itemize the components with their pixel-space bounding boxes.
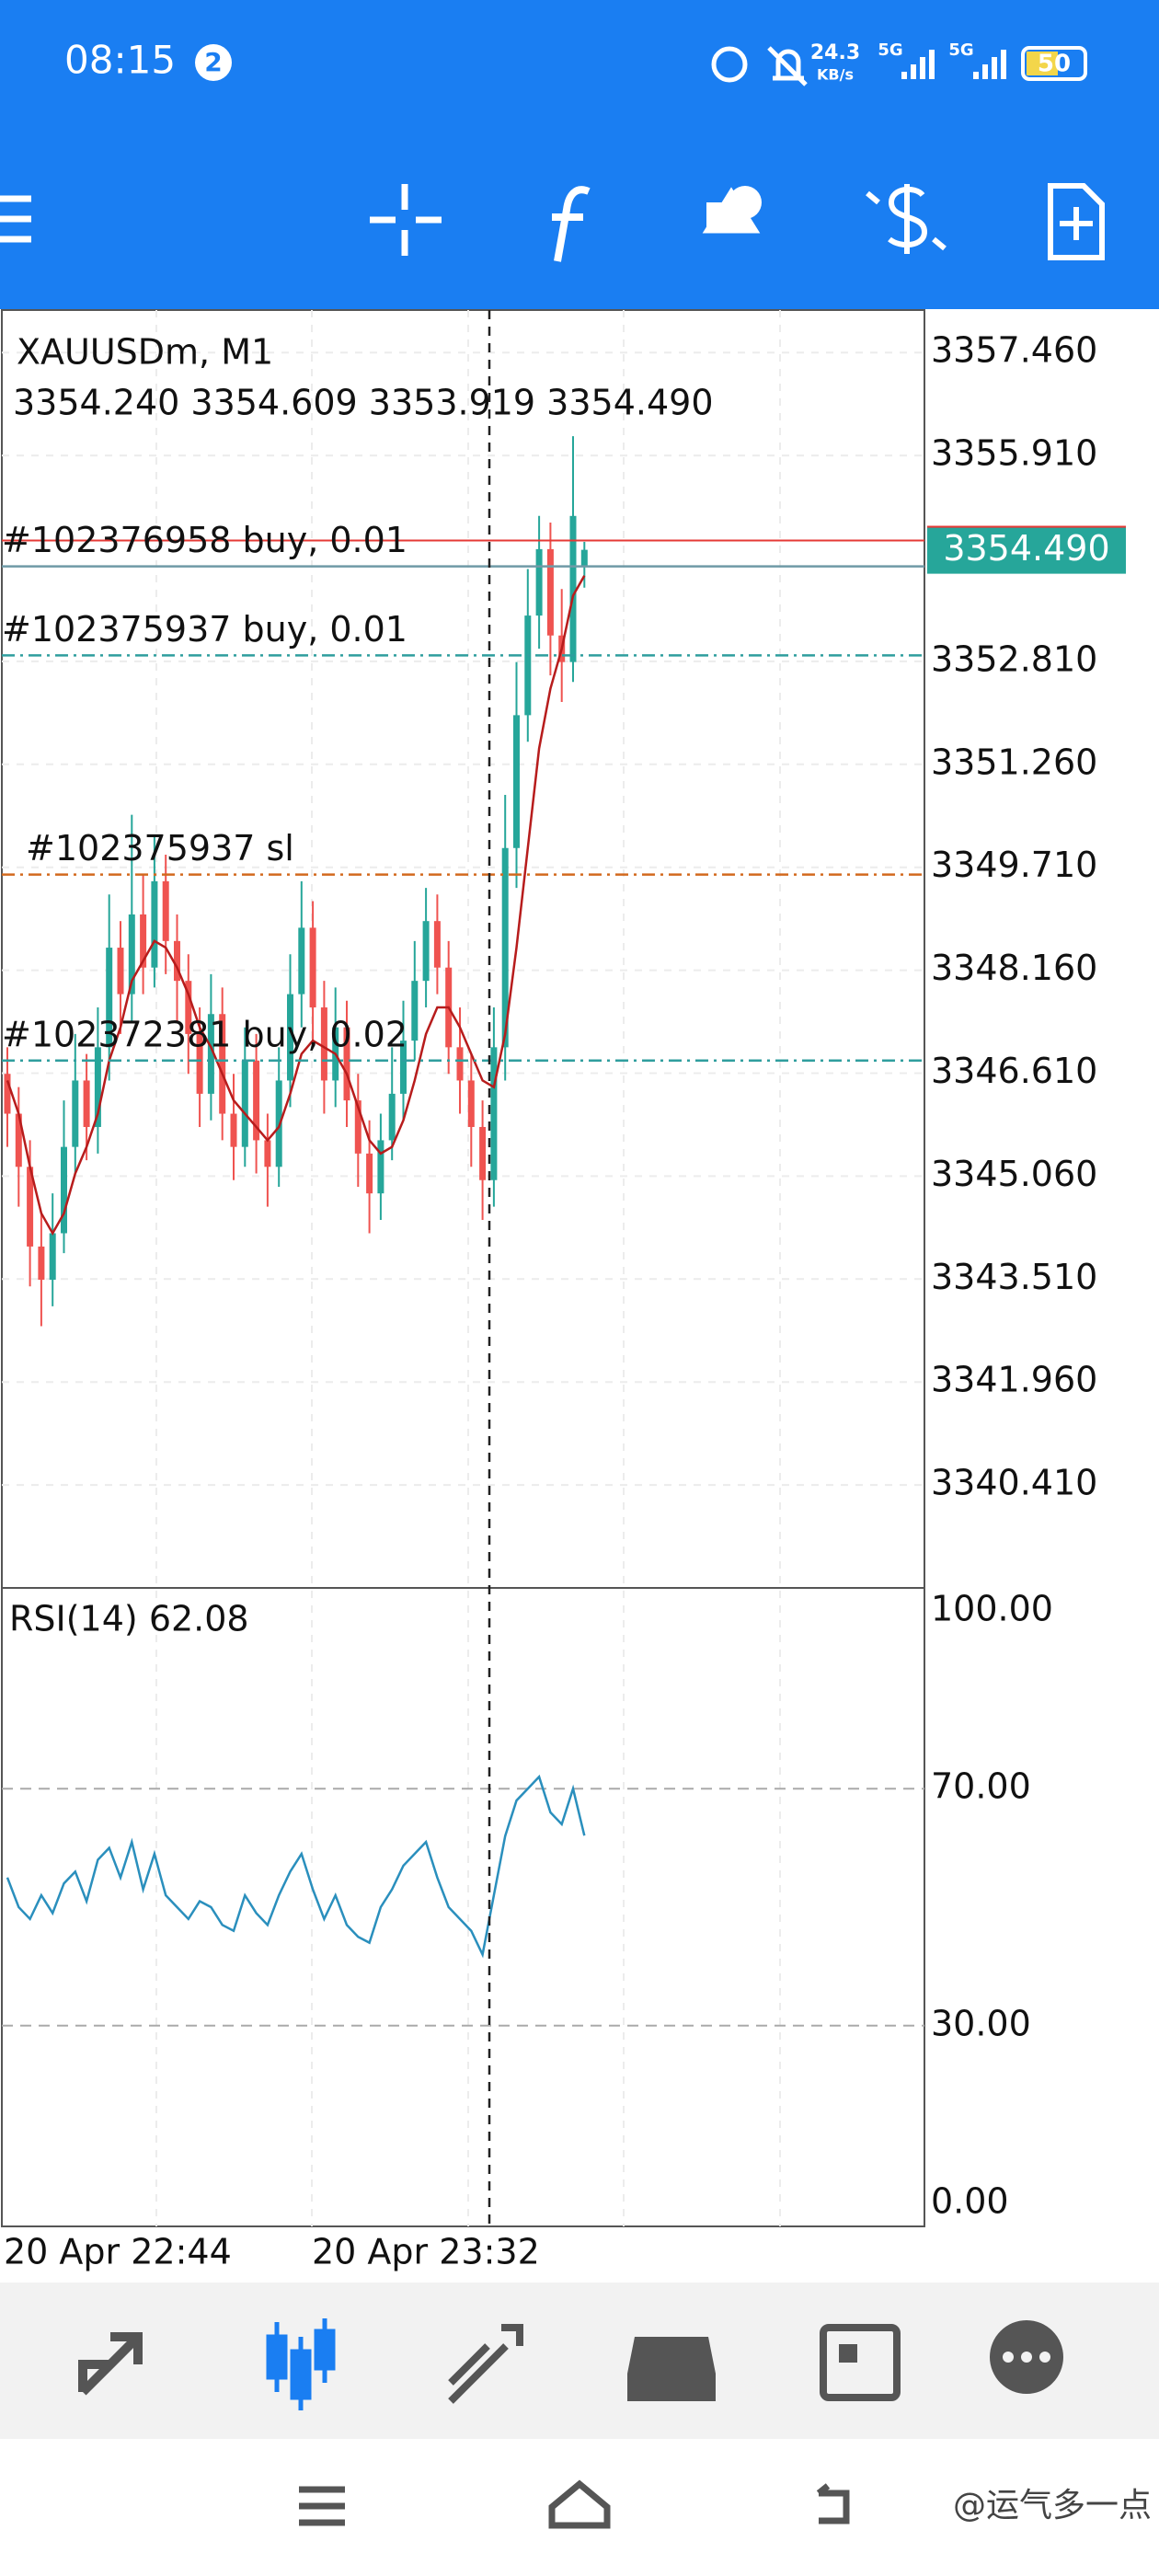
candle-body — [411, 981, 419, 1041]
toolbar-icons[interactable] — [0, 183, 1105, 262]
candle-body — [343, 1027, 350, 1101]
candle-body — [61, 1146, 67, 1234]
candle-body — [490, 1047, 498, 1180]
battery — [1021, 46, 1087, 81]
candle-body — [501, 847, 509, 1048]
candle-body — [49, 1233, 56, 1281]
candle-body — [151, 880, 158, 968]
candle-body — [513, 715, 520, 848]
status-icons — [711, 46, 808, 86]
candle-body — [422, 921, 430, 982]
candle-body — [38, 1246, 45, 1281]
price-tick-label: 3357.460 — [931, 330, 1097, 371]
candle-body — [140, 914, 147, 968]
candle-body — [433, 921, 441, 968]
candle-body — [72, 1080, 79, 1147]
rsi-tick-label: 0.00 — [931, 2181, 1009, 2222]
watermark: @运气多一点 — [953, 2487, 1152, 2524]
candle-body — [230, 1113, 237, 1147]
order-label: #102376958 buy, 0.01 — [2, 520, 407, 560]
signal-bars — [901, 50, 1006, 79]
price-tick-label: 3351.260 — [931, 742, 1097, 782]
candle-body — [580, 549, 588, 567]
candle-body — [207, 1014, 214, 1094]
chat-dots — [1003, 2352, 1050, 2363]
battery-level — [1027, 52, 1058, 75]
rsi-tick-label: 30.00 — [931, 2003, 1031, 2043]
candle-body — [546, 548, 554, 636]
price-tick-label: 3355.910 — [931, 433, 1097, 474]
nav-icons[interactable] — [299, 2479, 850, 2529]
candle-body — [320, 1007, 327, 1081]
notification-count: 2 — [204, 47, 222, 77]
candle-body — [264, 1140, 271, 1167]
price-box — [927, 527, 1126, 574]
candle-body — [174, 940, 180, 982]
price-tick-label: 3349.710 — [931, 845, 1097, 885]
candle-body — [467, 1080, 475, 1127]
candle-body — [241, 1060, 248, 1147]
price-tick-label: 3352.810 — [931, 638, 1097, 679]
candle-body — [456, 1047, 464, 1081]
price-box-label: 3354.490 — [943, 528, 1109, 569]
notification-badge — [195, 44, 232, 81]
candle-body — [366, 1153, 373, 1194]
order-label: #102375937 sl — [26, 828, 294, 868]
candle-body — [219, 1014, 226, 1114]
candle-body — [94, 1047, 101, 1127]
candle-body — [27, 1167, 34, 1247]
price-tick-label: 3345.060 — [931, 1154, 1097, 1194]
top-bar — [0, 0, 1159, 309]
moving-average — [6, 575, 586, 1236]
candle-body — [83, 1080, 90, 1127]
x-label: 20 Apr 22:44 — [4, 2232, 232, 2272]
order-label: #102375937 buy, 0.01 — [2, 609, 407, 650]
candle-body — [400, 1041, 407, 1094]
candle-body — [388, 1093, 396, 1141]
price-tick-label: 3343.510 — [931, 1257, 1097, 1297]
price-tick-label: 3340.410 — [931, 1463, 1097, 1503]
ohlc: 3354.240 3354.609 3353.919 3354.490 — [13, 383, 714, 423]
candle-body — [298, 927, 305, 995]
candle-body — [106, 948, 113, 1048]
candle-body — [524, 615, 532, 716]
candle-body — [117, 948, 124, 995]
tab-bar — [0, 2283, 1159, 2439]
status-time: 08:15 — [64, 38, 176, 83]
network-2: 5G — [948, 40, 973, 60]
candle-body — [354, 1100, 361, 1154]
rsi-line — [6, 1774, 586, 1959]
candle-body — [15, 1113, 22, 1167]
net-speed: 24.3 — [810, 41, 860, 64]
candle-body — [569, 515, 577, 662]
rsi-label: RSI(14) 62.08 — [9, 1599, 249, 1639]
rsi-tick-label: 70.00 — [931, 1766, 1031, 1807]
candle-body — [196, 1033, 203, 1094]
candle-body — [309, 927, 316, 1008]
candle-body — [479, 1126, 487, 1180]
candle-body — [377, 1140, 384, 1194]
order-label: #102372381 buy, 0.02 — [2, 1014, 407, 1054]
x-label: 20 Apr 23:32 — [312, 2232, 540, 2272]
rsi-tick-label: 100.00 — [931, 1589, 1053, 1629]
candle-body — [128, 914, 135, 995]
network-1: 5G — [878, 40, 902, 60]
candle-body — [162, 880, 169, 941]
price-tick-label: 3348.160 — [931, 948, 1097, 988]
symbol: XAUUSDm, M1 — [17, 332, 273, 373]
net-speed-unit: KB/s — [817, 66, 854, 84]
candle-body — [253, 1060, 260, 1141]
vertical-grid — [155, 310, 781, 2226]
candle-body — [287, 994, 293, 1081]
chart-frame — [1, 309, 925, 2227]
battery-text: 50 — [1038, 51, 1071, 78]
tab-icons[interactable] — [78, 2318, 1063, 2410]
candle-body — [185, 981, 192, 1034]
price-tick-label: 3346.610 — [931, 1051, 1097, 1091]
price-tick-label: 3341.960 — [931, 1360, 1097, 1400]
candle-body — [4, 1074, 11, 1114]
candle-body — [535, 548, 543, 616]
